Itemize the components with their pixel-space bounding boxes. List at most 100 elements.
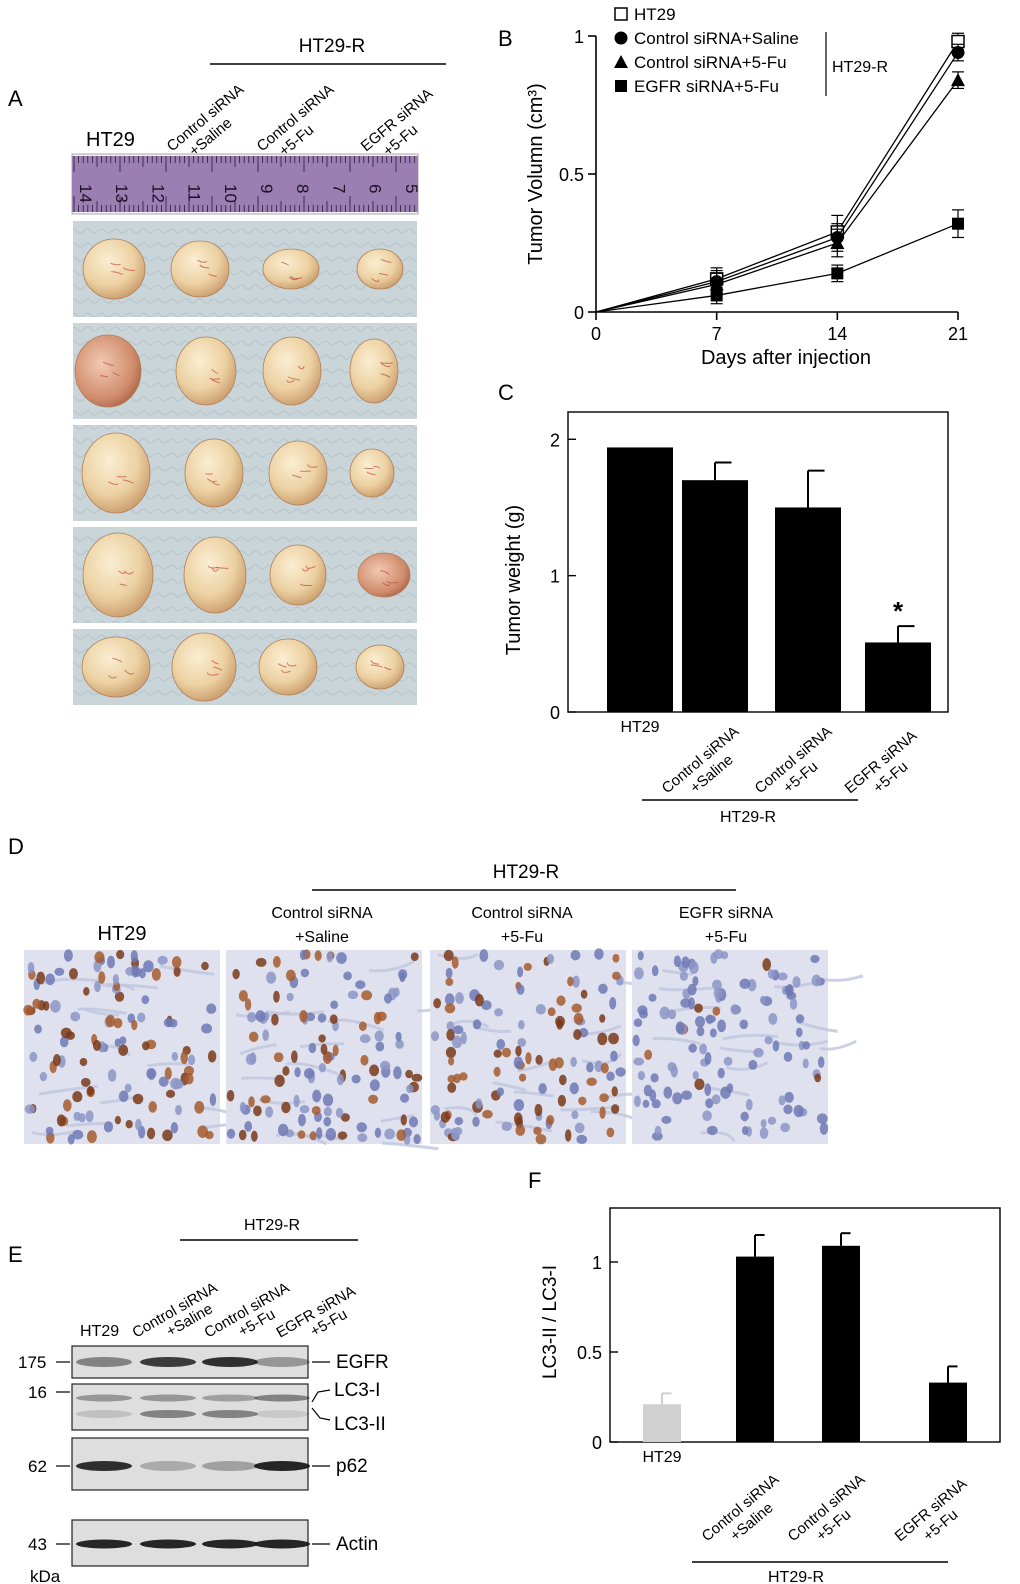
- cell-nucleus: [564, 1129, 572, 1142]
- blot-band: [76, 1410, 132, 1418]
- panel-f-bars: [643, 1232, 967, 1442]
- legend-label: Control siRNA+Saline: [634, 29, 799, 48]
- panel-letter-b: B: [498, 26, 513, 51]
- tumor-vessel: [110, 262, 121, 266]
- cell-nucleus: [479, 949, 489, 962]
- cell-nucleus: [481, 1000, 492, 1011]
- cell-nucleus: [599, 1014, 606, 1023]
- cell-nucleus: [273, 990, 280, 1003]
- marker-square: [615, 80, 627, 92]
- cell-nucleus: [447, 1074, 456, 1083]
- panel-c-category-labels: HT29 Control siRNA+Saline Control siRNA+5-…: [620, 719, 920, 797]
- cell-nucleus: [451, 956, 459, 969]
- cell-nucleus: [43, 1001, 50, 1011]
- cell-nucleus: [374, 1030, 384, 1042]
- cell-nucleus: [574, 1122, 585, 1134]
- cell-nucleus: [431, 1031, 440, 1042]
- cell-nucleus: [148, 1101, 157, 1113]
- cell-nucleus: [266, 971, 277, 984]
- cell-nucleus: [446, 1028, 455, 1041]
- tumor-photo-row: [71, 321, 419, 421]
- tumor-vessel: [371, 277, 380, 282]
- cell-nucleus: [369, 1064, 380, 1077]
- cell-nucleus: [546, 953, 555, 965]
- tumor-photo-rows: [71, 219, 419, 707]
- cell-nucleus: [239, 1101, 246, 1113]
- tumor-vessel: [299, 583, 312, 587]
- cell-nucleus: [730, 1004, 740, 1015]
- cell-nucleus: [739, 978, 751, 989]
- band-lc3i-label: LC3-I: [334, 1380, 380, 1401]
- cell-nucleus: [611, 971, 621, 981]
- cell-nucleus: [146, 1068, 157, 1080]
- cell-nucleus: [705, 1098, 714, 1109]
- series-0: [595, 32, 965, 313]
- cell-nucleus: [642, 1099, 650, 1108]
- tumor-vessel: [307, 464, 318, 468]
- cell-nucleus: [94, 951, 105, 964]
- blot-band: [202, 1357, 258, 1367]
- cell-nucleus: [711, 1094, 721, 1105]
- blot-band: [140, 1357, 196, 1367]
- panel-d-ht29r-label: HT29-R: [493, 862, 560, 883]
- panel-f-axes: 00.51: [577, 1253, 618, 1453]
- cell-nucleus: [103, 1121, 114, 1133]
- cell-nucleus: [320, 1043, 328, 1055]
- tumor-specimen: [184, 438, 244, 508]
- panel-letter-e: E: [8, 1242, 23, 1267]
- cell-nucleus: [546, 1114, 555, 1126]
- cell-nucleus: [23, 1004, 34, 1016]
- cell-nucleus: [170, 1077, 182, 1090]
- cell-nucleus: [265, 1106, 274, 1118]
- panel-f-frame: [609, 1207, 1001, 1443]
- cell-nucleus: [67, 1134, 75, 1145]
- cell-nucleus: [501, 1047, 512, 1058]
- cell-nucleus: [433, 1110, 441, 1121]
- tumor-specimen: [81, 432, 151, 514]
- cell-nucleus: [396, 1129, 407, 1141]
- stroma-fiber: [722, 1033, 779, 1041]
- cell-nucleus: [355, 980, 366, 990]
- blot-strip: [71, 1383, 310, 1431]
- stroma-fiber: [444, 1106, 478, 1117]
- cell-nucleus: [795, 1027, 803, 1038]
- tumor-vessel: [112, 657, 123, 663]
- panel-a-tumor-photos: HT29-R HT29 Control siRNA +Saline Contro…: [71, 36, 446, 707]
- tumor-vessel: [102, 361, 114, 367]
- tumor-vessel: [211, 378, 220, 384]
- ruler-number: 12: [148, 184, 167, 203]
- cell-nucleus: [318, 1062, 327, 1073]
- cell-nucleus: [780, 1122, 791, 1133]
- bar: [607, 447, 673, 712]
- cell-nucleus: [335, 1107, 344, 1118]
- cell-nucleus: [767, 1116, 777, 1125]
- cell-nucleus: [158, 1076, 169, 1087]
- cell-nucleus: [474, 993, 484, 1007]
- cell-nucleus: [679, 971, 688, 981]
- cell-nucleus: [408, 1116, 419, 1128]
- tumor-specimen: [268, 440, 328, 506]
- y-tick-label: 2: [550, 430, 560, 450]
- legend-label: Control siRNA+5-Fu: [634, 53, 787, 72]
- cell-nucleus: [322, 1093, 334, 1107]
- cell-nucleus: [706, 1125, 718, 1136]
- y-tick-label: 1: [592, 1253, 602, 1273]
- cell-nucleus: [493, 1066, 501, 1077]
- cell-nucleus: [661, 1115, 672, 1124]
- panel-b-tumor-volume-chart: HT29 Control siRNA+Saline Control siRNA+5-…: [525, 5, 968, 369]
- mw-unit: kDa: [30, 1567, 61, 1584]
- cell-nucleus: [586, 1077, 597, 1086]
- cell-nucleus: [597, 1032, 608, 1046]
- panel-e-lane2-label: Control siRNA +Saline: [130, 1279, 221, 1341]
- cell-nucleus: [118, 1090, 129, 1103]
- cell-nucleus: [713, 987, 723, 1000]
- blot-band: [254, 1539, 310, 1549]
- cell-nucleus: [675, 1021, 685, 1034]
- ruler-number: 7: [329, 184, 348, 193]
- cell-nucleus: [451, 1035, 463, 1049]
- cell-nucleus: [45, 1126, 54, 1136]
- cell-nucleus: [759, 995, 767, 1005]
- cell-nucleus: [615, 1067, 626, 1077]
- cell-nucleus: [175, 1104, 182, 1116]
- cell-nucleus: [130, 950, 138, 963]
